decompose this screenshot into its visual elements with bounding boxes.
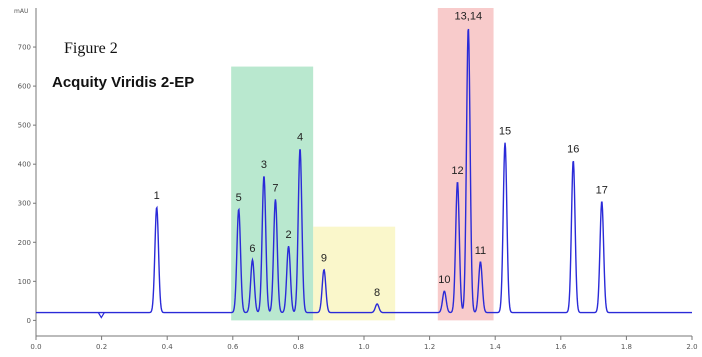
- y-tick-label: 700: [18, 44, 31, 52]
- highlight-regions: [231, 8, 494, 321]
- peak-label: 5: [236, 192, 242, 204]
- x-tick-label: 0.0: [30, 343, 41, 351]
- y-tick-label: 500: [18, 122, 31, 130]
- peak-label: 6: [249, 243, 255, 255]
- x-tick-label: 1.6: [555, 343, 567, 351]
- injection-marker: [97, 312, 105, 319]
- peak-label: 16: [567, 143, 579, 155]
- y-tick-label: 200: [18, 239, 31, 247]
- y-tick-label: 600: [18, 83, 31, 91]
- peak-label: 11: [475, 245, 486, 257]
- peak-label: 17: [596, 184, 608, 196]
- y-tick-label: 100: [18, 278, 31, 286]
- peak-label: 12: [451, 165, 463, 177]
- x-tick-label: 1.0: [358, 343, 369, 351]
- peak-label: 1: [154, 190, 160, 202]
- y-tick-label: 0: [27, 317, 31, 325]
- peak-label: 15: [499, 126, 511, 138]
- axes: 0 100 200 300 400 500 600 700 0.0 0.2 0.4 0.6 0.8 1.0…: [18, 8, 698, 351]
- highlight-region-2: [313, 226, 396, 321]
- x-tick-label: 1.4: [490, 343, 502, 351]
- x-tick-label: 1.8: [621, 343, 632, 351]
- x-tick-label: 0.4: [162, 343, 174, 351]
- y-tick-label: 400: [18, 161, 31, 169]
- peak-label: 7: [272, 182, 278, 194]
- peak-label: 10: [438, 274, 450, 286]
- peak-label: 8: [374, 287, 380, 299]
- figure-label: Figure 2: [64, 40, 118, 57]
- x-tick-label: 0.8: [293, 343, 304, 351]
- x-tick-label: 0.2: [96, 343, 107, 351]
- x-tick-label: 1.2: [424, 343, 435, 351]
- peak-label: 3: [261, 159, 267, 171]
- peak-label: 2: [285, 229, 291, 241]
- chromatogram-trace: [36, 28, 692, 314]
- y-axis-unit: mAU: [14, 8, 28, 15]
- chart-title: Acquity Viridis 2-EP: [52, 74, 194, 91]
- x-tick-label: 2.0: [686, 343, 697, 351]
- x-tick-label: 0.6: [227, 343, 239, 351]
- y-tick-label: 300: [18, 200, 31, 208]
- peak-label: 4: [297, 132, 303, 144]
- peak-label: 13,14: [455, 11, 483, 23]
- trace-group: [36, 28, 692, 319]
- peak-label: 9: [321, 253, 327, 265]
